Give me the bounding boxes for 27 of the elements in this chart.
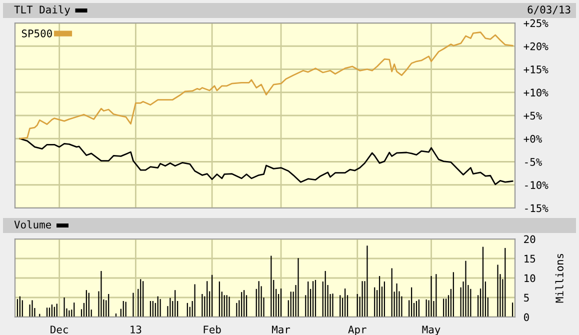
y-tick-label: +20% xyxy=(524,42,548,50)
y-axis-title: Millions xyxy=(555,254,564,303)
y-tick-label: +25% xyxy=(524,19,548,28)
y-tick-label: +10% xyxy=(524,88,548,97)
y-tick-label: 10 xyxy=(524,274,536,282)
y-tick-label: -10% xyxy=(525,181,548,190)
y-tick-label: -15% xyxy=(525,204,548,212)
text: 6/03/13 xyxy=(528,6,570,14)
y-tick-label: 0 xyxy=(524,313,529,322)
line-series xyxy=(19,32,514,140)
legend-label: Volume xyxy=(14,220,52,229)
y-tick-label: +0% xyxy=(524,134,542,143)
legend-label: TLT Daily xyxy=(14,5,70,16)
x-tick-label: Feb xyxy=(204,325,221,334)
y-tick-label: +5% xyxy=(524,112,542,120)
y-tick-label: 5 xyxy=(524,294,529,302)
y-tick-label: -5% xyxy=(525,158,542,166)
y-tick-label: 20 xyxy=(524,235,536,244)
y-tick-label: +15% xyxy=(524,66,548,74)
legend-label: SP500 xyxy=(22,29,52,38)
line-series xyxy=(19,138,514,186)
x-tick-label: Apr xyxy=(348,326,366,335)
y-tick-label: 15 xyxy=(524,254,536,263)
x-tick-label: Dec xyxy=(50,326,68,334)
x-tick-label: Mar xyxy=(272,326,290,334)
x-tick-label: 13 xyxy=(130,326,142,334)
x-tick-label: May xyxy=(422,326,440,335)
